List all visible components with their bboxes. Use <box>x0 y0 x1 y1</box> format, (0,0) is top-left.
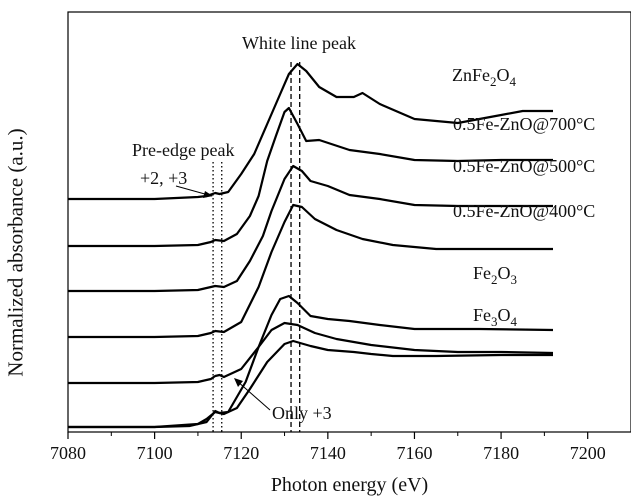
series-line <box>68 321 554 385</box>
series-line <box>68 62 553 201</box>
series-label-700c: 0.5Fe-ZnO@700°C <box>453 114 595 134</box>
x-tick-label: 7180 <box>483 443 519 463</box>
pre-edge-arrowhead <box>203 191 213 198</box>
x-tick-label: 7100 <box>137 443 173 463</box>
only-plus3-arrow <box>236 380 271 411</box>
only-plus3-arrowhead <box>234 378 243 387</box>
annotation-pre-edge: Pre-edge peak <box>132 140 234 160</box>
series-line <box>68 294 554 429</box>
x-tick-label: 7200 <box>570 443 606 463</box>
annotation-only-plus3: Only +3 <box>272 403 332 423</box>
series-line <box>68 203 553 339</box>
x-axis-label: Photon energy (eV) <box>270 474 429 496</box>
series-lines <box>68 62 554 429</box>
annotation-white-line: White line peak <box>242 33 356 53</box>
plot-frame <box>67 11 631 433</box>
series-label-400c: 0.5Fe-ZnO@400°C <box>453 201 595 221</box>
x-tick-label: 7120 <box>223 443 259 463</box>
series-line <box>68 106 553 248</box>
series-line <box>68 339 553 429</box>
x-tick-label: 7160 <box>396 443 432 463</box>
series-label-znfe2o4: ZnFe2O4 <box>452 65 517 89</box>
series-label-fe3o4: Fe3O4 <box>473 305 518 329</box>
y-axis-label: Normalized absorbance (a.u.) <box>3 128 28 377</box>
x-axis: 7080 7100 7120 7140 7160 7180 7200 <box>50 432 606 463</box>
annotation-pre-edge-states: +2, +3 <box>140 168 187 188</box>
x-tick-label: 7080 <box>50 443 86 463</box>
x-tick-label: 7140 <box>310 443 346 463</box>
series-label-fe2o3: Fe2O3 <box>473 263 517 287</box>
reference-lines <box>212 62 301 432</box>
series-label-500c: 0.5Fe-ZnO@500°C <box>453 156 595 176</box>
series-line <box>68 164 553 293</box>
